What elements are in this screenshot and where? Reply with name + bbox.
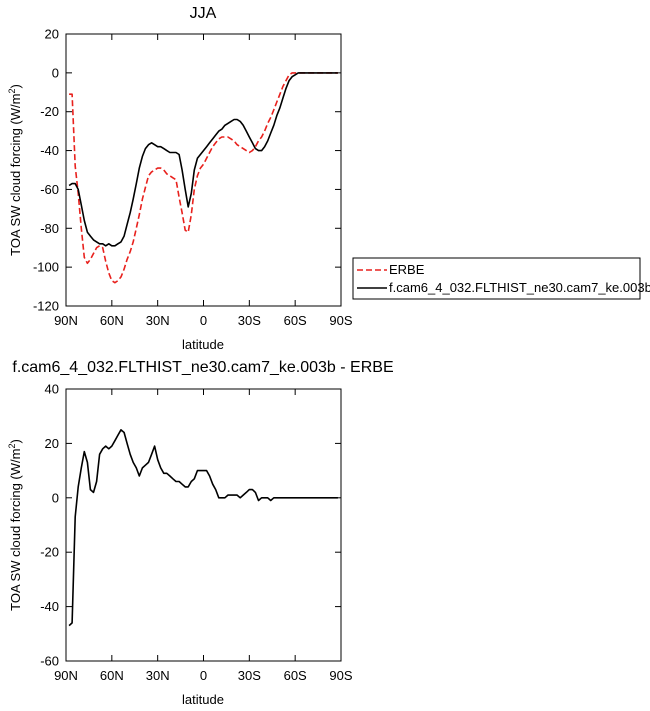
- y-axis-label-bottom-tail: ): [8, 439, 23, 443]
- x-axis-ticks-top: 90N 60N 30N 0 30S 60S 90S: [54, 34, 353, 328]
- y-axis-ticks-top: -120 -100 -80 -60 -40 -20 0 20: [33, 27, 341, 314]
- x-tick-label-bottom: 60N: [100, 668, 124, 683]
- y-tick-label-top: -80: [40, 221, 59, 236]
- x-tick-label-top: 60N: [100, 313, 124, 328]
- series-line-bottom-0: [68, 428, 338, 627]
- x-tick-label-top: 30N: [146, 313, 170, 328]
- x-axis-label-bottom: latitude: [182, 692, 224, 707]
- x-tick-label-top: 0: [200, 313, 207, 328]
- x-axis-ticks-bottom: 90N 60N 30N 0 30S 60S 90S: [54, 389, 353, 683]
- chart-title-bottom: f.cam6_4_032.FLTHIST_ne30.cam7_ke.003b -…: [12, 359, 393, 376]
- x-tick-label-bottom: 90S: [329, 668, 352, 683]
- series-lines-bottom: [68, 428, 338, 627]
- legend-box: [352, 257, 641, 300]
- x-tick-label-top: 60S: [284, 313, 307, 328]
- y-axis-label-bottom: TOA SW cloud forcing (W/m2): [7, 439, 23, 611]
- y-axis-label-top-sup: 2: [7, 89, 17, 94]
- x-axis-label-top: latitude: [182, 337, 224, 352]
- y-tick-label-top: 20: [45, 27, 59, 42]
- y-tick-label-bottom: 0: [52, 490, 59, 505]
- x-tick-label-bottom: 90N: [54, 668, 78, 683]
- y-tick-label-bottom: 20: [45, 436, 59, 451]
- chart-panel-top: JJA -120 -100 -80 -60 -40 -20 0 20 90N 60N 30N 0 30…: [7, 5, 650, 352]
- y-axis-label-top-tail: ): [8, 84, 23, 88]
- series-line-top-1: [68, 72, 338, 247]
- x-tick-label-bottom: 30S: [238, 668, 261, 683]
- x-tick-label-bottom: 30N: [146, 668, 170, 683]
- x-tick-label-bottom: 60S: [284, 668, 307, 683]
- series-line-top-0: [69, 72, 338, 284]
- series-lines-top: [68, 72, 338, 284]
- x-tick-label-top: 90N: [54, 313, 78, 328]
- legend-label-erbe: ERBE: [389, 262, 425, 277]
- y-tick-label-bottom: -40: [40, 599, 59, 614]
- y-tick-label-bottom: 40: [45, 382, 59, 397]
- y-axis-ticks-bottom: -60 -40 -20 0 20 40: [40, 382, 341, 669]
- y-tick-label-top: -100: [33, 260, 59, 275]
- y-axis-label-bottom-sup: 2: [7, 444, 17, 449]
- y-axis-label-top-main: TOA SW cloud forcing (W/m: [8, 94, 23, 256]
- legend: ERBE f.cam6_4_032.FLTHIST_ne30.cam7_ke.0…: [352, 257, 650, 300]
- y-axis-label-top: TOA SW cloud forcing (W/m2): [7, 84, 23, 256]
- y-tick-label-top: -120: [33, 299, 59, 314]
- y-axis-label-bottom-main: TOA SW cloud forcing (W/m: [8, 449, 23, 611]
- plot-frame-bottom: [65, 388, 342, 662]
- x-tick-label-top: 30S: [238, 313, 261, 328]
- y-tick-label-top: 0: [52, 65, 59, 80]
- y-tick-label-top: -20: [40, 104, 59, 119]
- x-tick-label-bottom: 0: [200, 668, 207, 683]
- legend-label-model: f.cam6_4_032.FLTHIST_ne30.cam7_ke.003b: [389, 280, 650, 295]
- chart-title-top: JJA: [190, 5, 217, 22]
- x-tick-label-top: 90S: [329, 313, 352, 328]
- y-tick-label-bottom: -60: [40, 654, 59, 669]
- y-tick-label-top: -40: [40, 143, 59, 158]
- y-tick-label-top: -60: [40, 182, 59, 197]
- chart-panel-bottom: f.cam6_4_032.FLTHIST_ne30.cam7_ke.003b -…: [7, 359, 394, 707]
- y-tick-label-bottom: -20: [40, 545, 59, 560]
